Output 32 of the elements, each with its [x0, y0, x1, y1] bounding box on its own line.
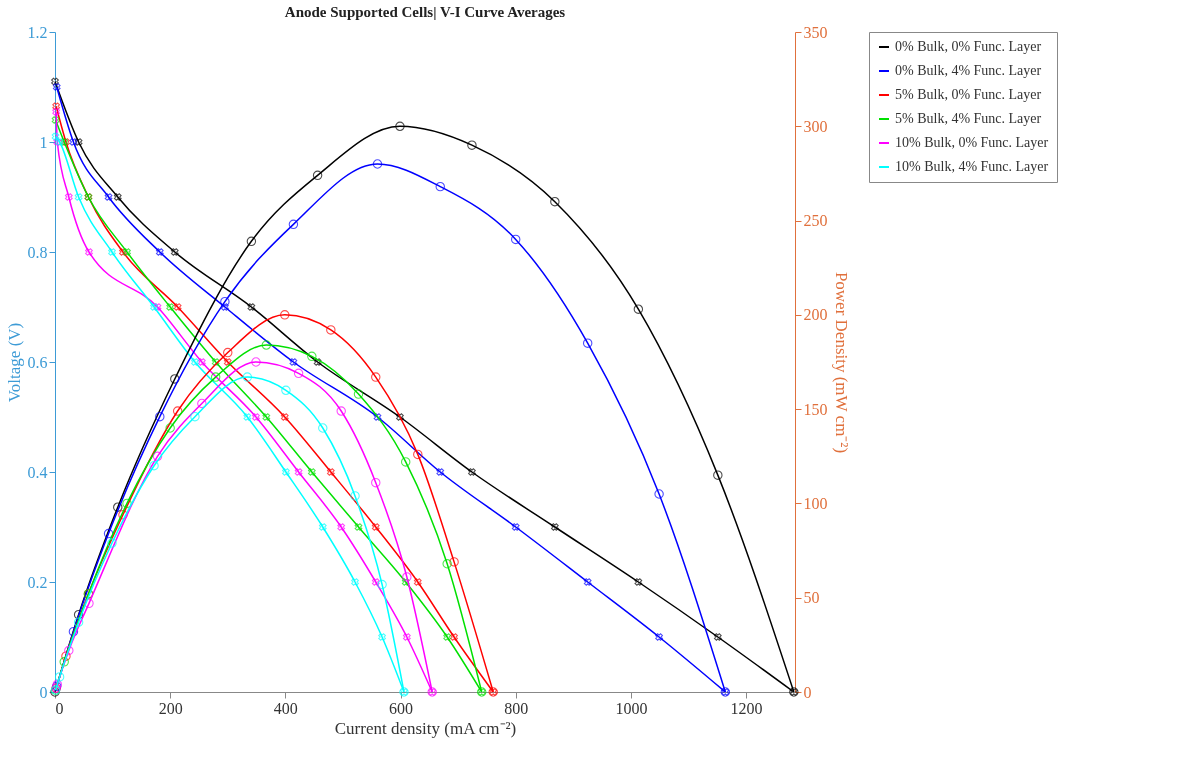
y-axis-title: Voltage (V) [4, 322, 24, 403]
y-tick-label: 0.2 [27, 573, 48, 591]
legend-label: 5% Bulk, 0% Func. Layer [895, 87, 1042, 102]
x-tick-label: 800 [504, 699, 529, 717]
x-tick-label: 1200 [730, 699, 763, 717]
y-tick-label: 0.8 [27, 243, 48, 261]
legend-label: 0% Bulk, 4% Func. Layer [895, 63, 1042, 78]
y-tick-label: 0.4 [27, 463, 48, 481]
y-tick-label: 0.6 [27, 353, 48, 371]
y2-tick-label: 150 [803, 400, 828, 418]
y2-tick-label: 100 [803, 494, 828, 512]
y2-tick-label: 50 [803, 589, 820, 607]
chart-title: Anode Supported Cells| V-I Curve Averages [284, 4, 566, 20]
y2-tick-label: 350 [803, 23, 828, 41]
x-tick-label: 600 [389, 699, 414, 717]
y2-axis-title: Power Density (mW cm⁻²) [831, 271, 851, 454]
x-tick-label: 0 [55, 699, 64, 717]
x-tick-label: 200 [158, 699, 183, 717]
legend-label: 0% Bulk, 0% Func. Layer [895, 39, 1042, 54]
legend-label: 10% Bulk, 0% Func. Layer [895, 135, 1049, 150]
y2-tick-label: 0 [803, 683, 812, 701]
x-axis-title: Current density (mA cm⁻²) [334, 718, 517, 738]
x-tick-label: 1000 [615, 699, 648, 717]
legend-label: 5% Bulk, 4% Func. Layer [895, 111, 1042, 126]
y-tick-label: 0 [39, 683, 48, 701]
x-tick-label: 400 [273, 699, 298, 717]
legend-label: 10% Bulk, 4% Func. Layer [895, 159, 1049, 174]
y-tick-label: 1.2 [27, 23, 48, 41]
y2-tick-label: 250 [803, 212, 828, 230]
y2-tick-label: 300 [803, 117, 828, 135]
y-tick-label: 1 [39, 133, 48, 151]
y2-tick-label: 200 [803, 306, 828, 324]
